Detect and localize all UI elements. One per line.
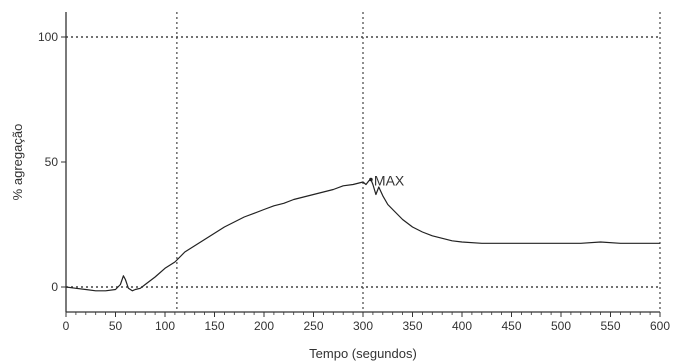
x-tick-label: 400 xyxy=(452,319,472,333)
aggregation-curve xyxy=(65,178,660,292)
y-tick-label: 100 xyxy=(38,30,58,44)
x-tick-label: 500 xyxy=(551,319,571,333)
x-tick-label: 600 xyxy=(650,319,670,333)
y-axis-title: % agregação xyxy=(10,124,25,201)
x-tick-label: 300 xyxy=(353,319,373,333)
max-annotation: MAX xyxy=(374,173,405,189)
data-layer xyxy=(65,177,660,292)
x-axis-title: Tempo (segundos) xyxy=(309,346,417,361)
grid-layer xyxy=(66,12,661,312)
axis-layer xyxy=(61,12,661,317)
x-tick-label: 150 xyxy=(204,319,224,333)
label-layer: 0 50 100 150 200 250 300 350 400 450 500 550 600 0 50 1… xyxy=(38,30,670,333)
x-tick-label: 450 xyxy=(501,319,521,333)
y-tick-label: 50 xyxy=(45,155,59,169)
x-tick-label: 100 xyxy=(155,319,175,333)
x-tick-label: 200 xyxy=(254,319,274,333)
x-tick-label: 550 xyxy=(600,319,620,333)
x-tick-label: 350 xyxy=(402,319,422,333)
x-tick-label: 50 xyxy=(109,319,123,333)
x-tick-label: 250 xyxy=(303,319,323,333)
x-tick-label: 0 xyxy=(63,319,70,333)
max-marker xyxy=(369,177,373,182)
y-tick-label: 0 xyxy=(51,280,58,294)
